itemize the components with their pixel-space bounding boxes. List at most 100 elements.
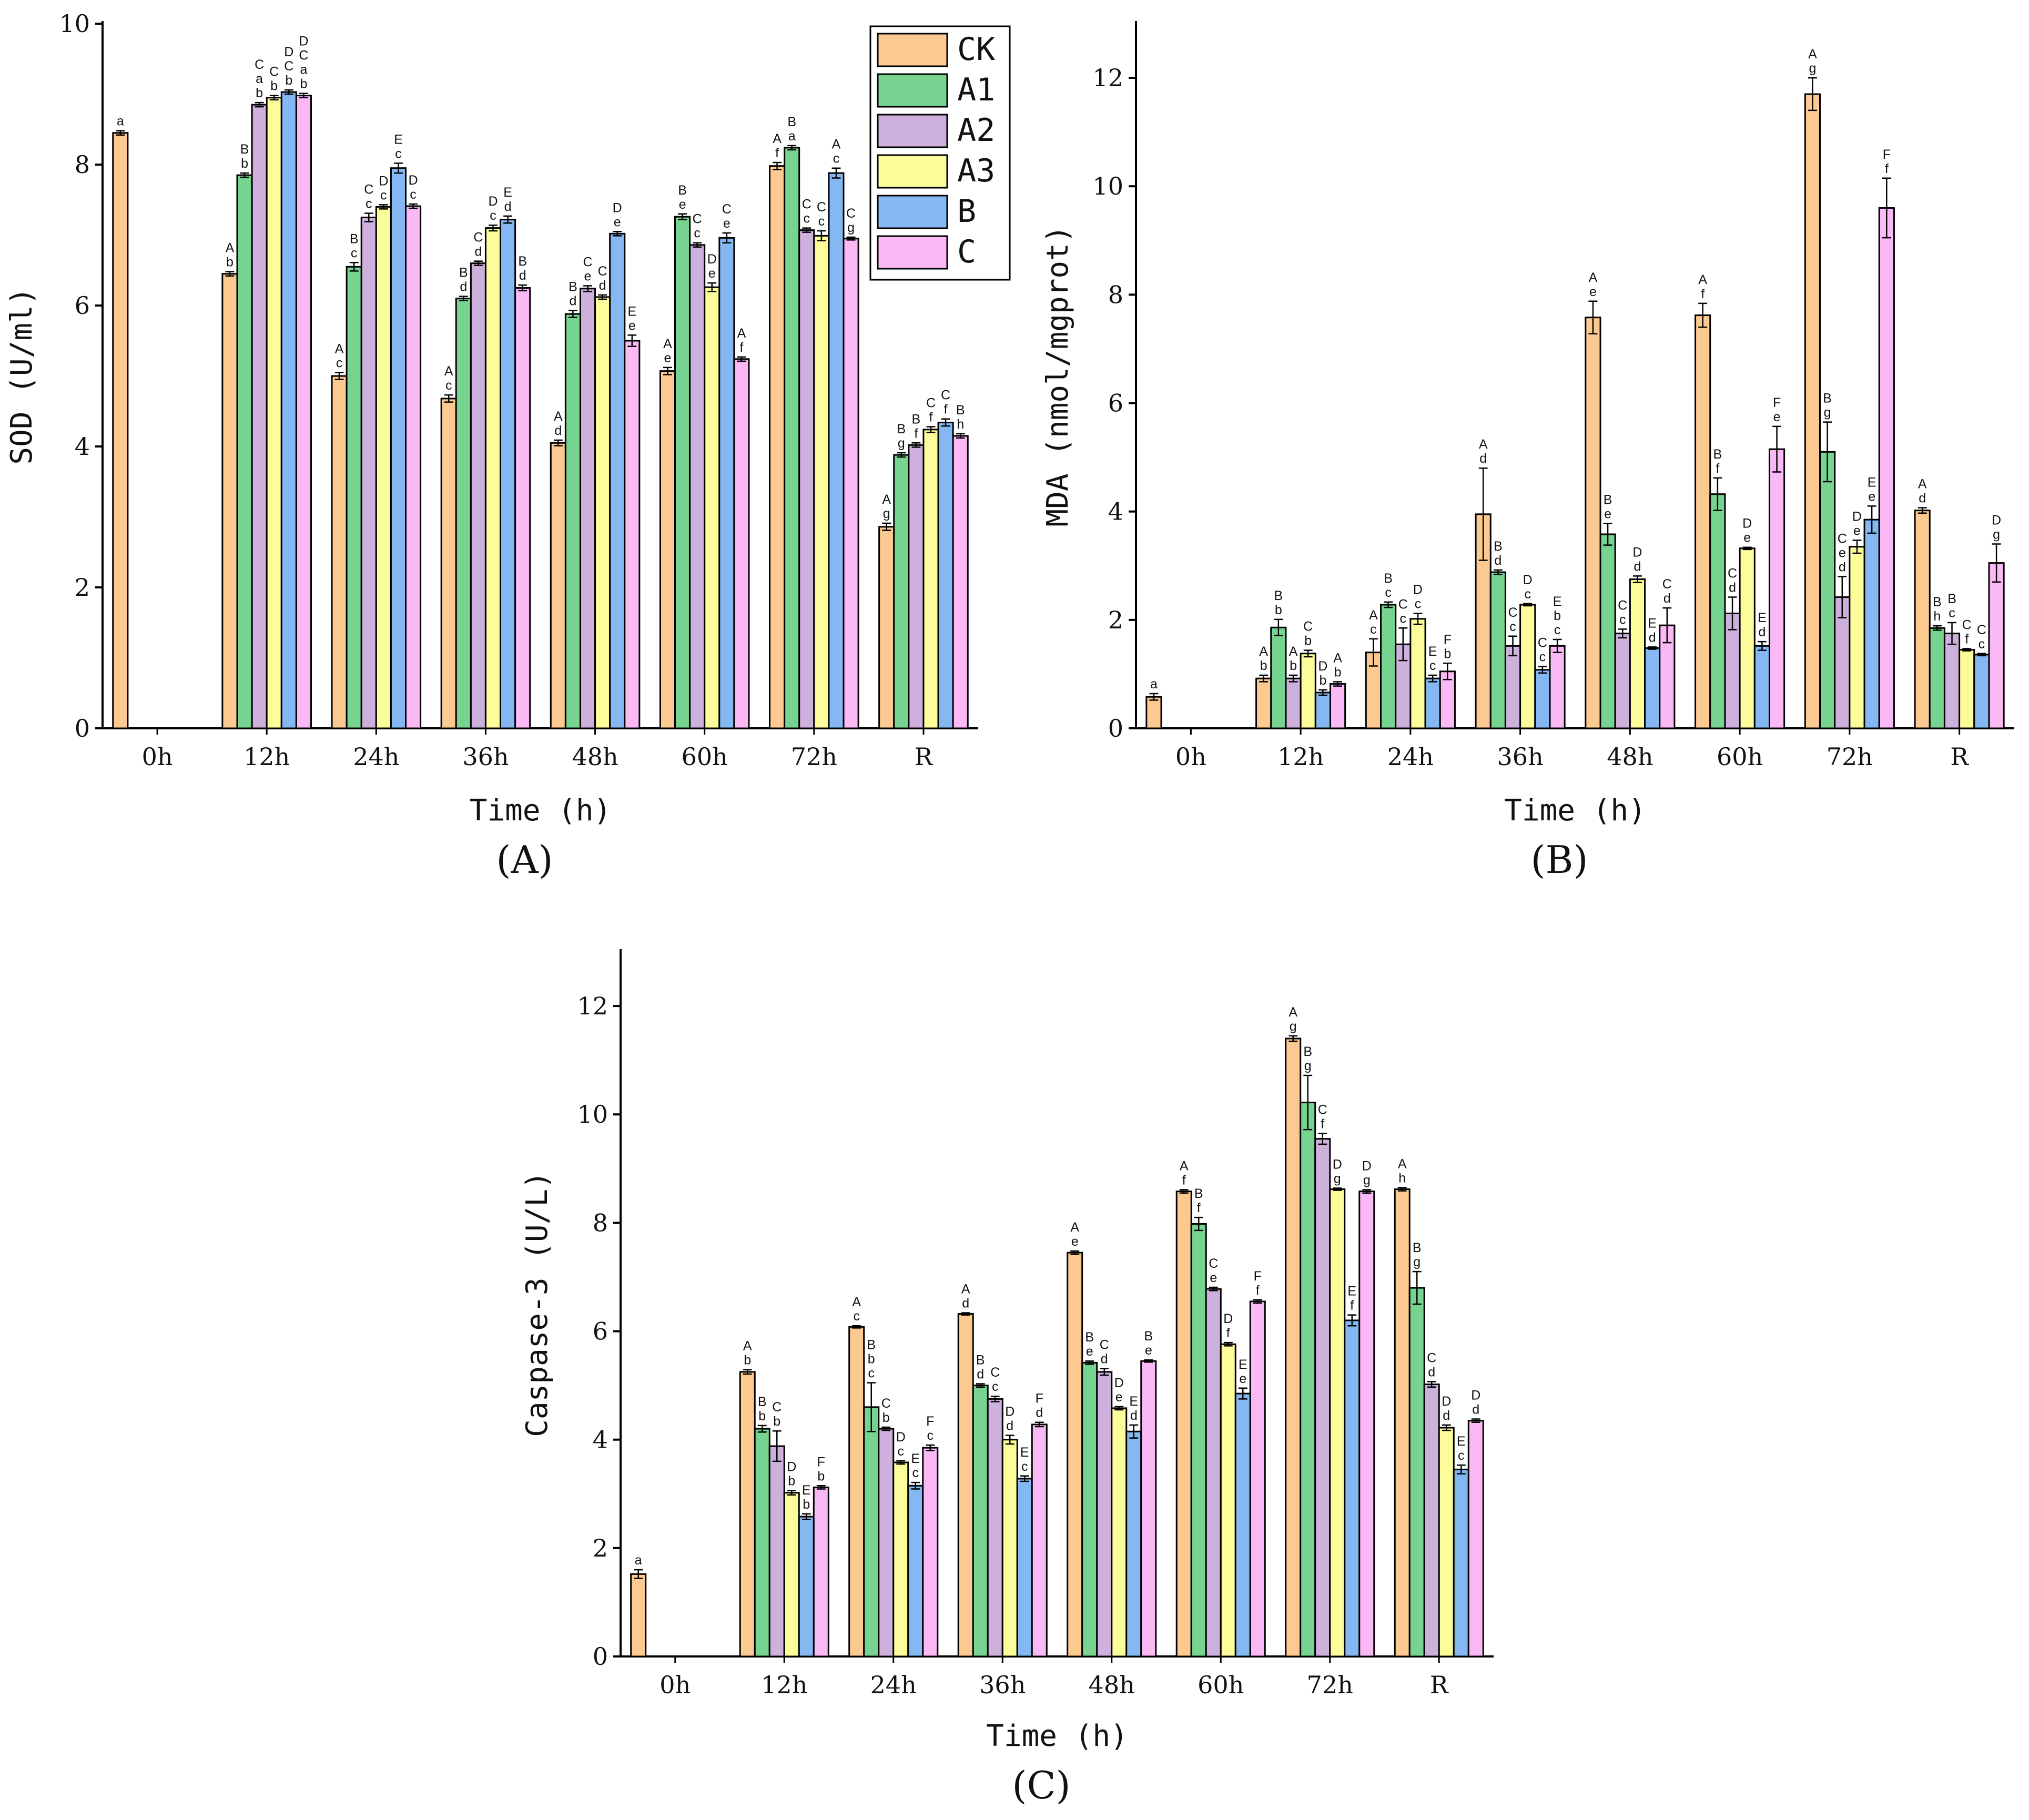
significance-label: b [758, 1409, 766, 1424]
significance-label: C [1508, 605, 1518, 620]
significance-label: c [1458, 1448, 1465, 1463]
significance-label: F [1883, 147, 1891, 162]
significance-label: c [1619, 612, 1626, 627]
bar-c [1140, 1360, 1157, 1658]
significance-label: A [1698, 272, 1707, 287]
significance-label: c [1539, 649, 1546, 664]
significance-label: D [1992, 513, 2001, 528]
bar-ck [1145, 696, 1162, 729]
legend-swatch-a2 [877, 114, 948, 148]
significance-label: e [1773, 410, 1781, 424]
chart-panel-2: 0 2 4 6 8 10 12 0h 12h 24h 36h 48h 60h 72h R Time (h) MD… [1041, 21, 2014, 882]
bar-c [813, 1486, 829, 1658]
x-tick-label: 60h [682, 743, 728, 771]
bar-a1 [1709, 493, 1726, 729]
significance-label: A [663, 337, 672, 351]
significance-label: e [664, 351, 671, 365]
significance-label: A [1479, 437, 1488, 452]
significance-label: c [410, 187, 417, 202]
legend-swatch-b [877, 195, 948, 229]
significance-label: c [804, 211, 810, 226]
significance-label: g [1824, 405, 1831, 420]
significance-label: c [1429, 658, 1436, 673]
bar-c [1768, 448, 1785, 729]
significance-label: E [1129, 1394, 1138, 1409]
bar-a2 [689, 244, 706, 729]
significance-label: C [1427, 1350, 1436, 1365]
panel-label: (A) [496, 838, 553, 882]
bar-a2 [908, 444, 925, 729]
bar-b [500, 219, 516, 729]
significance-label: A [743, 1339, 752, 1354]
significance-label: E [394, 132, 403, 147]
significance-label: C [1303, 619, 1313, 634]
y-tick-label: 0 [75, 714, 90, 743]
bar-a3 [1849, 546, 1865, 729]
significance-label: c [1979, 637, 1985, 652]
bar-ck [550, 442, 566, 729]
bar-b [828, 172, 845, 729]
significance-label: c [1370, 622, 1377, 637]
significance-label: A [961, 1282, 970, 1296]
significance-label: f [944, 402, 948, 417]
bar-b [718, 237, 735, 729]
bar-a1 [754, 1428, 770, 1658]
significance-label: c [1524, 587, 1531, 602]
significance-label: f [1321, 1116, 1324, 1131]
bar-ck [1285, 1038, 1302, 1658]
significance-label: c [380, 188, 387, 202]
significance-label: e [1071, 1234, 1079, 1249]
significance-label: B [240, 142, 249, 157]
significance-label: f [1256, 1283, 1260, 1298]
x-tick-label: R [1950, 743, 1969, 771]
x-tick-label: 0h [660, 1671, 691, 1699]
bar-a2 [1724, 612, 1741, 729]
bar-a2 [360, 217, 377, 729]
bar-b [609, 232, 626, 729]
bar-a1 [1380, 604, 1397, 729]
x-tick-label: R [1430, 1671, 1449, 1699]
significance-label: b [1554, 608, 1561, 623]
significance-label: C [255, 57, 264, 72]
significance-label: A [444, 364, 453, 379]
bar-ck [221, 273, 238, 729]
bar-b [1863, 518, 1880, 729]
significance-label: f [1197, 1201, 1201, 1215]
significance-label: h [1398, 1171, 1406, 1185]
y-axis-title: SOD (U/ml) [5, 287, 39, 464]
significance-label: b [744, 1353, 751, 1368]
significance-label: d [1919, 491, 1926, 505]
y-axis-title: MDA (nmol/mgprot) [1041, 225, 1075, 526]
significance-label: A [773, 131, 782, 146]
bar-ck [1914, 510, 1931, 729]
significance-label: c [818, 214, 825, 229]
bar-b [1344, 1319, 1361, 1658]
significance-label: e [628, 318, 636, 333]
significance-label: d [554, 423, 562, 438]
significance-label: B [1494, 539, 1503, 554]
significance-label: E [1648, 616, 1657, 631]
significance-label: A [1289, 644, 1298, 659]
x-tick-label: 60h [1717, 743, 1763, 771]
significance-label: e [1839, 545, 1846, 560]
significance-label: g [1363, 1173, 1371, 1188]
bar-a2 [1285, 677, 1302, 729]
y-tick-label: 6 [593, 1317, 608, 1346]
significance-label: f [929, 410, 933, 424]
significance-label: d [519, 268, 526, 283]
significance-label: A [1180, 1159, 1189, 1174]
significance-label: a [1150, 677, 1158, 692]
significance-label: c [927, 1428, 934, 1443]
significance-label: B [518, 254, 527, 269]
x-tick-label: R [915, 743, 934, 771]
significance-label: g [1304, 1059, 1312, 1073]
y-tick-label: 10 [59, 9, 90, 38]
y-tick-label: 4 [593, 1426, 608, 1454]
bar-a1 [346, 266, 362, 729]
significance-label: b [1334, 665, 1342, 679]
bar-a2 [1205, 1288, 1222, 1658]
significance-label: D [1632, 545, 1642, 560]
bar-a1 [863, 1406, 880, 1658]
significance-label: c [1554, 623, 1561, 637]
legend-label-ck: CK [957, 31, 995, 68]
